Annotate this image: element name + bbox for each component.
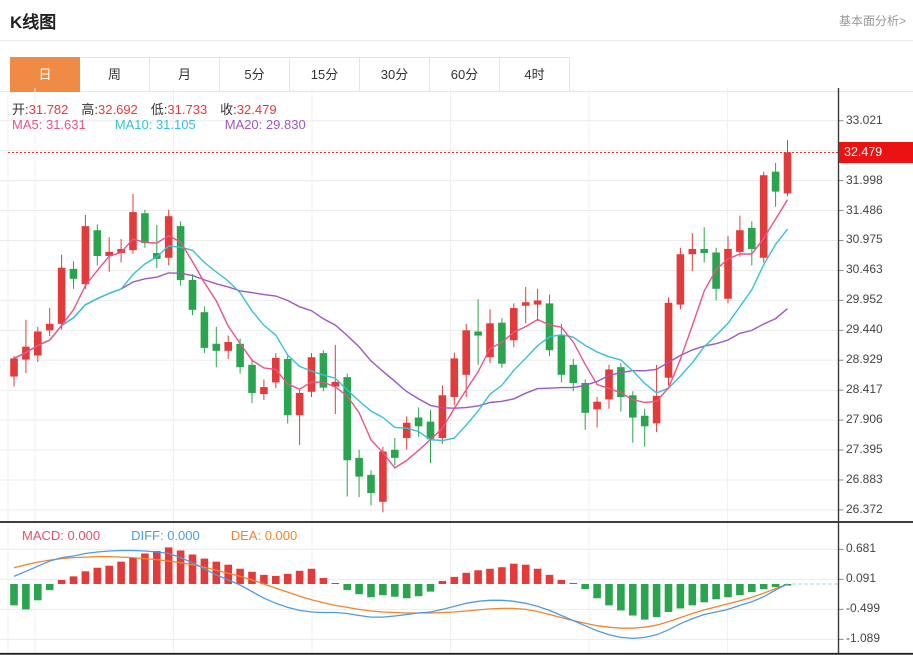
tab-15min[interactable]: 15分 — [290, 57, 360, 92]
dea-value-label: DEA: 0.000 — [230, 528, 298, 543]
ohlc-legend: 开:31.782 高:32.692 低:31.733 收:32.479 — [12, 99, 290, 118]
price-tick-label: 33.021 — [846, 112, 883, 127]
price-tick-label: -1.089 — [846, 631, 881, 646]
price-tick-label: 28.929 — [846, 352, 883, 367]
low-label: 低: — [150, 102, 168, 117]
ma-legend: MA5: 31.631 MA10: 31.105 MA20: 29.830 — [12, 117, 319, 132]
period-tabbar: 日 周 月 5分 15分 30分 60分 4时 — [0, 57, 913, 92]
ma10-label: MA10: 31.105 — [114, 117, 196, 132]
diff-value-label: DIFF: 0.000 — [131, 528, 200, 543]
price-tick-label: 26.883 — [846, 471, 883, 486]
price-tick-label: 27.395 — [846, 442, 883, 456]
tab-4hour[interactable]: 4时 — [500, 57, 570, 92]
close-label: 收: — [220, 102, 237, 117]
open-value: 31.782 — [28, 102, 69, 117]
price-tick-label: 31.998 — [846, 172, 883, 187]
price-tick-label: 26.372 — [846, 501, 883, 516]
tab-5min[interactable]: 5分 — [220, 57, 290, 92]
price-tick-label: 29.440 — [846, 322, 883, 337]
macd-value-label: MACD: 0.000 — [22, 528, 101, 543]
fundamental-analysis-link[interactable]: 基本面分析> — [838, 14, 906, 28]
tab-60min[interactable]: 60分 — [430, 57, 500, 92]
price-tick-label: 30.463 — [846, 262, 883, 277]
ma20-label: MA20: 29.830 — [224, 117, 306, 132]
price-tick-label: 31.486 — [846, 202, 883, 217]
price-tick-label: 0.091 — [846, 571, 877, 586]
price-tick-label: 28.417 — [846, 382, 883, 397]
tab-week[interactable]: 周 — [80, 57, 150, 92]
page-title: K线图 — [10, 13, 57, 32]
price-tick-label: 29.952 — [846, 292, 883, 307]
macd-legend: MACD: 0.000 DIFF: 0.000 DEA: 0.000 — [22, 528, 310, 543]
price-tick-label: -0.499 — [846, 601, 881, 616]
high-value: 32.692 — [98, 102, 138, 117]
open-label: 开: — [12, 102, 29, 117]
main-chart[interactable] — [0, 92, 838, 522]
current-price-tag: 32.479 — [839, 142, 913, 163]
price-tick-label: 27.906 — [846, 412, 883, 427]
header-divider — [0, 40, 913, 41]
price-tick-label: 30.975 — [846, 232, 883, 247]
tab-day[interactable]: 日 — [10, 57, 80, 92]
high-label: 高: — [81, 102, 99, 117]
close-value: 32.479 — [236, 102, 277, 117]
ma5-label: MA5: 31.631 — [12, 117, 86, 132]
tab-30min[interactable]: 30分 — [360, 57, 430, 92]
low-value: 31.733 — [167, 102, 208, 117]
price-tick-label: 0.681 — [846, 541, 877, 556]
tab-month[interactable]: 月 — [150, 57, 220, 92]
